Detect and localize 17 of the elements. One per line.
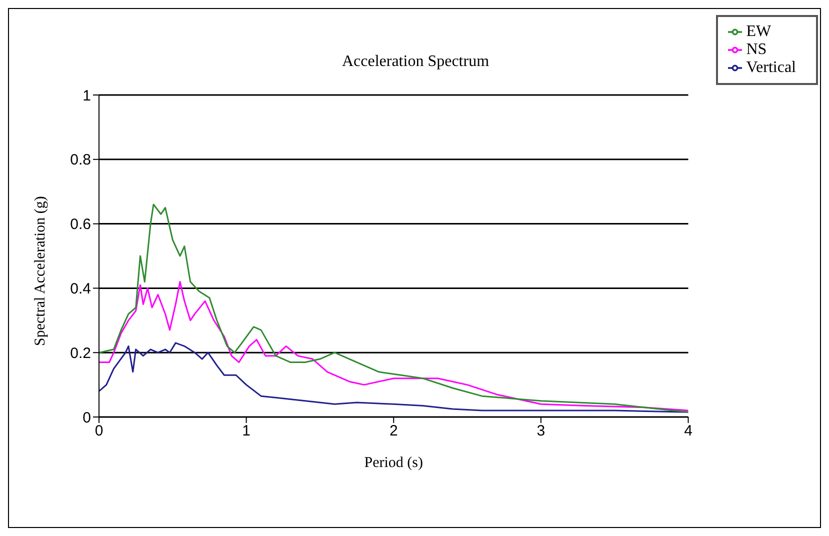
x-tick-label: 3 xyxy=(536,422,546,440)
x-axis-title: Period (s) xyxy=(364,455,423,471)
x-tick-label: 0 xyxy=(94,422,104,440)
legend-label: NS xyxy=(746,41,767,58)
chart-title: Acceleration Spectrum xyxy=(342,53,490,70)
x-tick-label: 4 xyxy=(684,422,692,440)
x-tick-label: 1 xyxy=(242,422,250,440)
y-axis-title: Spectral Acceleration (g) xyxy=(32,196,48,346)
y-tick-label: 1 xyxy=(82,87,91,104)
y-tick-label: 0.4 xyxy=(70,280,91,298)
y-tick-label: 0 xyxy=(82,409,91,426)
legend-label: EW xyxy=(746,23,772,40)
y-tick-label: 0.2 xyxy=(70,344,91,362)
legend-label: Vertical xyxy=(746,59,796,76)
y-tick-label: 0.6 xyxy=(70,216,91,234)
x-tick-label: 2 xyxy=(389,422,398,440)
y-tick-label: 0.8 xyxy=(70,152,91,169)
